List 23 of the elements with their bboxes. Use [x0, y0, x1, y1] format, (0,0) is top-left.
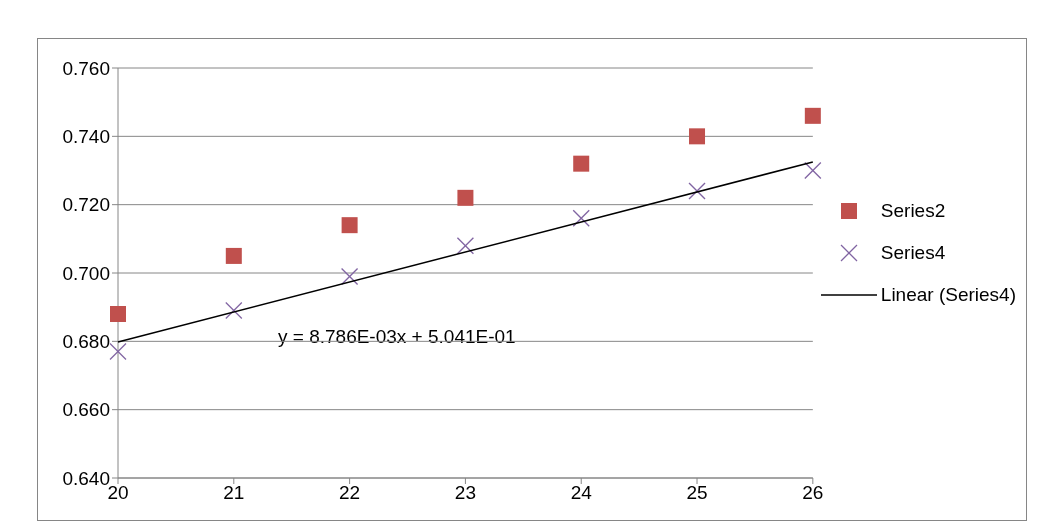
y-tick-label: 0.680: [62, 331, 110, 353]
point: [341, 217, 358, 234]
point: [689, 128, 706, 145]
legend-label: Series4: [880, 242, 946, 264]
y-tick-label: 0.660: [62, 399, 110, 421]
x-tick-label: 25: [686, 482, 708, 504]
x-tick-label: 24: [570, 482, 593, 504]
annotation: y = 8.786E-03x + 5.041E-01: [278, 326, 516, 348]
y-tick-label: 0.740: [62, 126, 110, 148]
point: [110, 306, 126, 322]
point: [573, 155, 590, 172]
y-tick-label: 0.700: [62, 262, 110, 284]
point: [225, 247, 242, 264]
y-tick-label: 0.760: [62, 57, 110, 79]
legend-label: Linear (Series4): [880, 284, 1016, 306]
x-tick-label: 22: [339, 482, 361, 504]
x-tick-label: 26: [802, 482, 824, 504]
x-tick-label: 23: [454, 482, 476, 504]
x-tick-label: 21: [223, 482, 245, 504]
legend-label: Series2: [880, 200, 946, 222]
point: [804, 107, 821, 124]
y-tick-label: 0.720: [62, 194, 110, 216]
point: [457, 189, 474, 206]
